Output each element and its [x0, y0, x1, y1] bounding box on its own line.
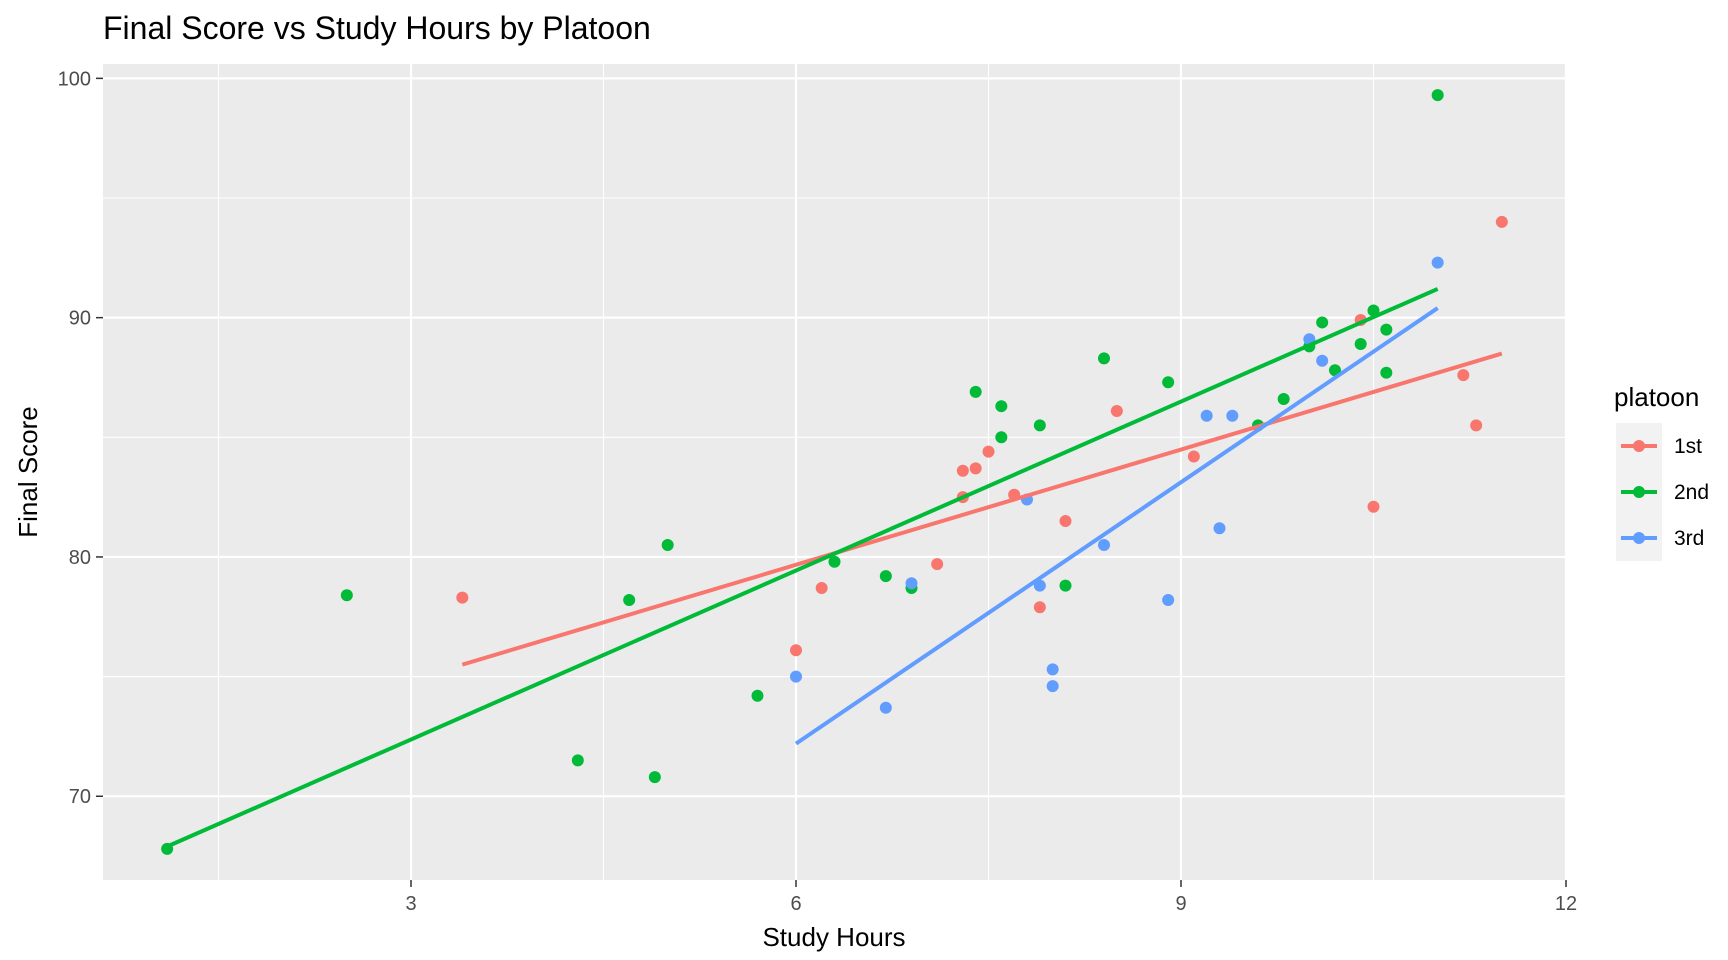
legend-keys: 1st 2nd 3rd: [1616, 423, 1709, 561]
series-2nd-point: [1367, 304, 1380, 317]
series-1st-point: [1367, 500, 1380, 513]
series-2nd-point: [1277, 393, 1290, 406]
grid-minor: [103, 64, 1566, 880]
series-3rd-point: [790, 670, 802, 683]
series-1st-point: [1110, 404, 1123, 417]
y-tick-label: 90: [69, 308, 91, 330]
series-2nd-point: [1380, 366, 1393, 379]
y-tick-label: 100: [58, 68, 91, 90]
grid-major: [103, 64, 1568, 880]
series-2nd-point: [1098, 352, 1110, 365]
series-2nd-point: [340, 589, 353, 602]
series-1st-point: [1033, 601, 1046, 614]
series-3rd-point: [1046, 680, 1059, 693]
series-2nd-fit-line: [166, 287, 1439, 849]
y-axis: 70 80 90 100: [58, 68, 103, 808]
legend-key-point: [1633, 532, 1645, 544]
legend-key-point: [1633, 440, 1645, 452]
series-1st-point: [956, 464, 969, 477]
series-2nd-point: [623, 594, 636, 607]
series-1st-point: [931, 558, 944, 571]
legend-key-point: [1633, 486, 1645, 498]
y-tick-label: 80: [69, 547, 91, 569]
series-3rd-point: [1098, 538, 1110, 551]
y-tick-label: 70: [69, 786, 91, 808]
series-3rd-point: [905, 577, 918, 590]
series-2nd-point: [995, 431, 1008, 444]
series-2nd-point: [879, 570, 892, 583]
series-2nd-point: [995, 400, 1008, 413]
series-2nd-point: [1162, 376, 1175, 389]
series-2nd-point: [969, 385, 982, 398]
series-2nd-point: [1354, 337, 1367, 350]
series-2nd-point: [1033, 419, 1046, 432]
series-2nd-point: [1380, 323, 1393, 336]
series-3rd-point: [1033, 579, 1046, 592]
x-tick-label: 12: [1555, 893, 1577, 915]
series-2nd-point: [828, 555, 841, 568]
series-3rd-point: [1046, 663, 1059, 676]
legend-label: 1st: [1674, 435, 1702, 458]
series-1st-point: [1059, 515, 1072, 528]
series-2nd-point: [751, 689, 764, 702]
series-1st-point: [1187, 450, 1200, 463]
data-points: [161, 89, 1508, 855]
series-2nd-point: [571, 754, 584, 767]
series-2nd-point: [1316, 316, 1329, 329]
series-1st-point: [1470, 419, 1483, 432]
x-axis-title: Study Hours: [762, 922, 905, 952]
legend-title: platoon: [1614, 382, 1699, 412]
x-tick-label: 6: [790, 893, 801, 915]
series-3rd-point: [1162, 594, 1175, 607]
series-3rd-point: [1316, 354, 1329, 367]
plot-panel: [103, 64, 1566, 880]
x-axis: 3 6 9 12: [405, 880, 1577, 915]
series-1st-point: [1495, 215, 1508, 228]
fit-lines: [166, 287, 1503, 849]
legend-label: 3rd: [1674, 527, 1704, 550]
series-2nd-point: [648, 771, 661, 784]
series-1st-point: [456, 591, 469, 604]
legend: platoon 1st 2nd 3rd: [1614, 382, 1709, 561]
series-2nd-point: [1431, 89, 1444, 102]
series-1st-fit-line: [461, 351, 1503, 667]
series-1st-point: [790, 644, 802, 657]
x-tick-label: 3: [405, 893, 416, 915]
y-axis-title: Final Score: [13, 406, 43, 538]
series-1st-point: [815, 582, 828, 595]
series-1st-point: [982, 445, 995, 458]
series-1st-point: [969, 462, 982, 475]
legend-label: 2nd: [1674, 481, 1709, 504]
series-3rd-point: [1213, 522, 1226, 535]
series-3rd-point: [1226, 409, 1239, 422]
series-2nd-point: [661, 538, 674, 551]
x-tick-label: 9: [1175, 893, 1186, 915]
series-1st-point: [1457, 369, 1470, 382]
series-3rd-point: [879, 701, 892, 714]
series-2nd-point: [1329, 364, 1341, 377]
chart-title: Final Score vs Study Hours by Platoon: [103, 10, 651, 46]
series-3rd-point: [1200, 409, 1213, 422]
series-3rd-fit-line: [794, 306, 1439, 746]
series-3rd-point: [1431, 256, 1444, 269]
series-2nd-point: [1059, 579, 1072, 592]
